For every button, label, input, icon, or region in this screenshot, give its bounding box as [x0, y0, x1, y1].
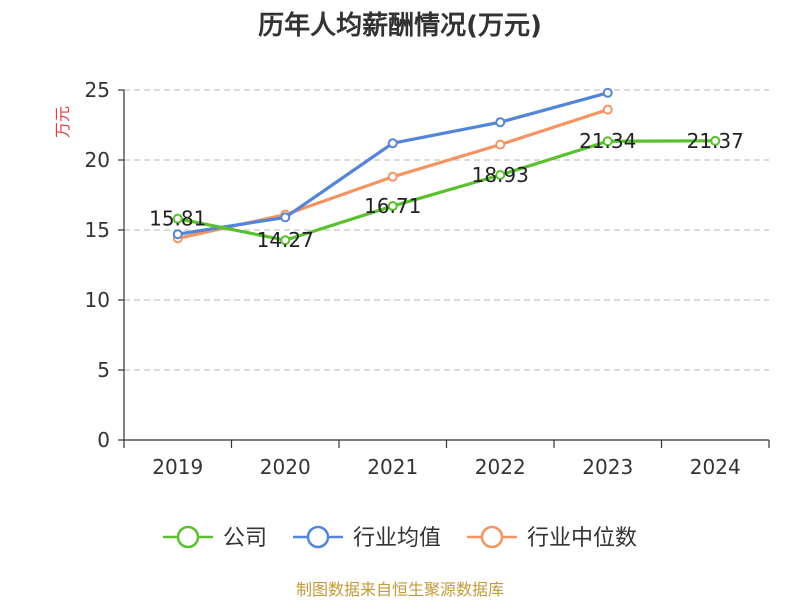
data-label: 18.93: [472, 163, 529, 187]
legend-item: 行业中位数: [467, 525, 637, 551]
data-point: [172, 213, 183, 224]
data-point: [602, 87, 613, 98]
axes: 0 5 10 15 20 25 2019 2020 2021 2022 2023 2024: [85, 78, 770, 479]
legend-label: 行业均值: [353, 526, 441, 551]
data-label: 16.71: [364, 194, 421, 218]
x-tick-label: 2019: [152, 455, 203, 479]
x-tick-label: 2020: [260, 455, 311, 479]
data-label: 14.27: [257, 228, 314, 252]
data-point: [710, 135, 721, 146]
y-tick-label: 20: [85, 148, 110, 172]
x-tick-label: 2023: [582, 455, 633, 479]
legend-marker: [176, 525, 200, 549]
legend: 公司 行业均值 行业中位数: [163, 525, 637, 551]
x-tick-label: 2021: [367, 455, 418, 479]
data-point: [280, 212, 291, 223]
y-tick-label: 15: [85, 218, 110, 242]
legend-marker: [306, 525, 330, 549]
legend-item: 行业均值: [293, 525, 441, 551]
source-note: 制图数据来自恒生聚源数据库: [296, 580, 504, 599]
data-labels: 15.81 14.27 16.71 18.93 21.34 21.37: [149, 129, 744, 252]
x-tick-label: 2022: [475, 455, 526, 479]
y-tick-label: 10: [85, 288, 110, 312]
data-label: 21.34: [579, 129, 636, 153]
data-point: [280, 235, 291, 246]
data-point: [495, 117, 506, 128]
data-point: [172, 229, 183, 240]
data-point: [387, 171, 398, 182]
chart-title: 历年人均薪酬情况(万元): [258, 10, 542, 41]
data-point: [387, 201, 398, 212]
y-tick-label: 25: [85, 78, 110, 102]
y-axis-label: 万元: [53, 106, 72, 138]
data-point: [602, 136, 613, 147]
y-tick-label: 0: [97, 428, 110, 452]
legend-item: 公司: [163, 525, 267, 551]
data-point: [495, 169, 506, 180]
y-tick-label: 5: [97, 358, 110, 382]
data-label: 21.37: [687, 129, 744, 153]
x-tick-label: 2024: [690, 455, 741, 479]
legend-marker: [480, 525, 504, 549]
legend-label: 行业中位数: [527, 526, 637, 551]
legend-label: 公司: [223, 526, 267, 551]
series-line-公司: [177, 139, 716, 242]
data-point: [602, 104, 613, 115]
plot-area: [172, 87, 721, 246]
data-label: 15.81: [149, 207, 206, 231]
data-point: [495, 139, 506, 150]
data-point: [387, 138, 398, 149]
